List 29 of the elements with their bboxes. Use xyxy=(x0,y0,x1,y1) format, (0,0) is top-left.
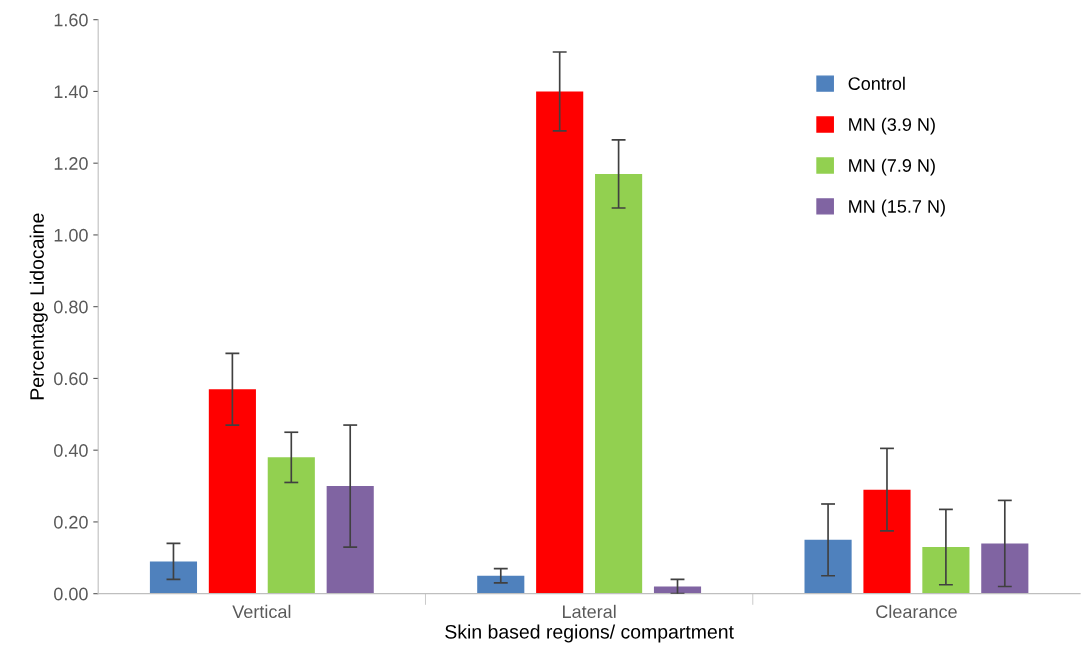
bar xyxy=(326,486,374,594)
bar xyxy=(267,457,315,594)
bar xyxy=(149,561,198,594)
bar xyxy=(863,489,911,594)
x-tick-label: Vertical xyxy=(232,604,291,619)
bar xyxy=(477,575,525,594)
y-tick-label: 0.80 xyxy=(54,300,88,314)
y-tick-label: 1.20 xyxy=(54,157,88,170)
y-tick-label: 1.40 xyxy=(54,85,88,99)
legend-label: MN (3.9 N) xyxy=(849,117,935,135)
x-tick-label: Lateral xyxy=(563,604,616,619)
legend-label: Control xyxy=(848,76,905,91)
y-tick-label: 1.00 xyxy=(54,228,88,242)
y-tick-label: 1.60 xyxy=(54,13,88,27)
bar xyxy=(536,91,584,594)
bar xyxy=(981,543,1029,594)
bar xyxy=(595,173,643,594)
y-tick-label: 0.00 xyxy=(54,587,88,601)
y-tick-label: 0.40 xyxy=(54,444,88,457)
legend-label: MN (7.9 N) xyxy=(849,158,935,176)
x-tick-label: Clearance xyxy=(876,604,957,619)
y-tick-label: 0.60 xyxy=(54,372,88,386)
bar xyxy=(804,539,852,594)
x-axis-title: Skin based regions/ compartment xyxy=(445,624,734,643)
bar xyxy=(208,389,256,594)
legend-label: MN (15.7 N) xyxy=(849,199,945,217)
bar xyxy=(922,547,970,594)
y-axis-title: Percentage Lidocaine xyxy=(29,213,48,400)
y-tick-label: 0.20 xyxy=(54,515,88,529)
